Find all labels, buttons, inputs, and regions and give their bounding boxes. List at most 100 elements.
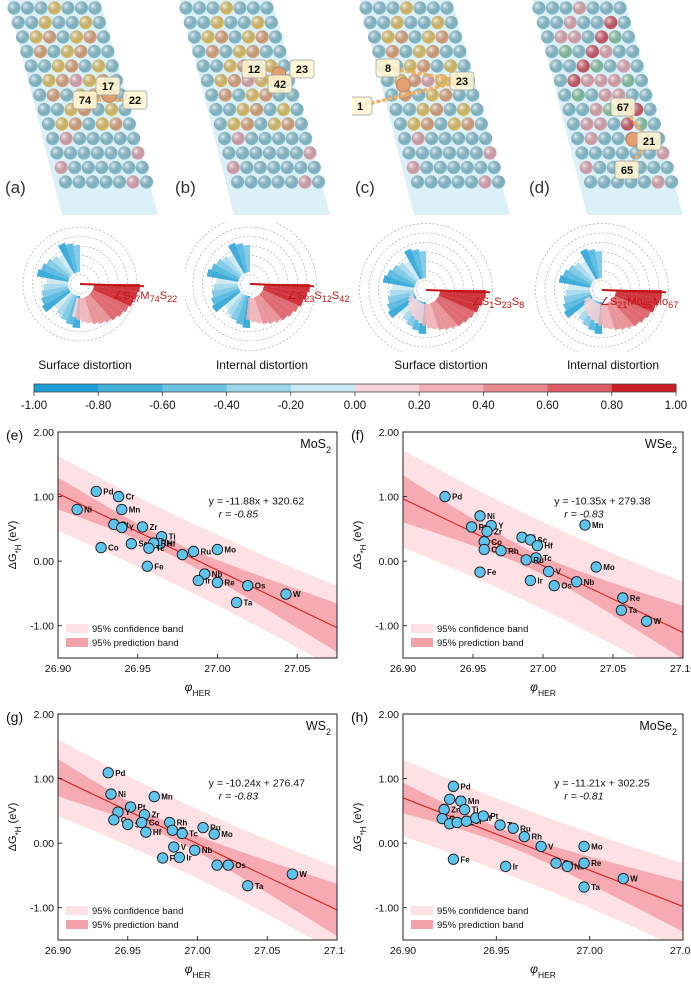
fit-line (403, 498, 683, 633)
negative-wedge (46, 258, 71, 278)
distortion-caption: Internal distortion (215, 358, 309, 372)
angle-label: ∠S17M74S22 (113, 290, 178, 305)
negative-wedge (222, 256, 243, 277)
data-point (102, 767, 114, 779)
angle-label: ∠S1S23S8 (472, 296, 525, 311)
legend-label: 95% prediction band (437, 920, 524, 931)
lattice-panel-c: 8 23 1 (c) (347, 0, 512, 215)
negative-wedge (226, 293, 244, 316)
colorbar-tick-label: 0.20 (408, 400, 430, 412)
point-label: V (548, 842, 554, 851)
colorbar-tick-label: -0.60 (149, 400, 175, 412)
atom-shade (363, 15, 377, 30)
atom-shade (61, 1, 75, 15)
atom-shade (140, 175, 154, 189)
atom-shade (430, 59, 444, 73)
negative-wedge (404, 260, 420, 281)
point-label: Pd (103, 487, 113, 496)
point-label: Ni (84, 505, 92, 514)
atom-shade (622, 30, 636, 44)
point-label: W (654, 617, 662, 626)
atom-shade (200, 73, 215, 88)
y-tick-label: -1.00 (30, 903, 54, 915)
point-label: Co (491, 538, 502, 547)
negative-wedge (65, 243, 78, 273)
distortion-panel-3: ∠S1S23S8 Surface distortion (358, 222, 524, 380)
data-point (140, 826, 152, 838)
data-point (95, 541, 107, 554)
x-tick-label: 27.05 (670, 945, 691, 957)
legend-swatch-confidence (66, 906, 88, 915)
atom-shade (244, 175, 258, 189)
atom-shade (233, 1, 247, 15)
positive-wedge (80, 297, 87, 322)
atom-shade (588, 146, 603, 160)
data-point (578, 857, 590, 869)
atom-shade (416, 102, 430, 117)
distortion-panel-2: ∠S23S12S42 Internal distortion (183, 217, 349, 380)
site-label: 23 (456, 76, 468, 88)
atom-shade (254, 117, 268, 131)
point-label: Rh (161, 539, 172, 548)
atom-shade (51, 102, 65, 117)
site-label-box (375, 58, 401, 78)
atom-shade (559, 1, 573, 15)
atom-shade (188, 30, 202, 44)
atom-shade (568, 30, 582, 44)
point-label: Pt (138, 803, 146, 812)
negative-wedge (382, 274, 415, 288)
point-label: W (630, 875, 638, 884)
negative-wedge (574, 262, 595, 283)
atom-shade (135, 160, 149, 175)
positive-wedge (584, 299, 594, 310)
data-point (520, 554, 532, 566)
data-point (211, 543, 224, 556)
atom-shade (620, 117, 634, 131)
correlation-r: r = -0.83 (564, 508, 604, 520)
atom-shade (580, 73, 595, 88)
y-axis-label: ΔG*H (eV) (352, 803, 368, 852)
point-label: Tc (189, 829, 198, 838)
data-point (166, 824, 179, 836)
legend-label: 95% prediction band (92, 920, 179, 931)
atom-shade (617, 59, 631, 73)
point-label: W (293, 590, 301, 599)
highlight-angle-line (425, 289, 490, 294)
atom-shade (235, 146, 250, 160)
atom-shade (273, 44, 287, 59)
atom-shade (245, 88, 259, 102)
compound-title: WS2 (306, 719, 331, 737)
y-axis-label: ΔG*H (eV) (7, 803, 23, 852)
positive-wedge (585, 301, 595, 314)
atom-shade (412, 88, 426, 102)
atom-shade (545, 1, 560, 15)
atom-shade (408, 30, 422, 44)
positive-wedge (439, 291, 484, 306)
colorbar-segment (290, 384, 356, 392)
atom-shade (580, 117, 594, 131)
atom-shade (435, 30, 449, 44)
distortion-caption: Surface distortion (394, 358, 488, 372)
distortion-panel-1: ∠S17M74S22 Surface distortion (10, 222, 177, 380)
data-point (542, 565, 555, 578)
x-tick-label: 27.00 (530, 663, 556, 675)
positive-wedge (411, 302, 421, 318)
angle-label: ∠S21Mo65Mo67 (600, 296, 679, 311)
atom-shade (430, 102, 444, 117)
atom-shade (439, 44, 453, 59)
atom-shade (566, 117, 580, 131)
site-label: 1 (357, 101, 363, 113)
point-label: Ta (591, 883, 600, 892)
point-label: Zr (149, 523, 157, 532)
atom-shade (532, 1, 546, 15)
atom-shade (429, 146, 443, 160)
point-label: Pd (460, 782, 470, 791)
negative-wedge (58, 254, 74, 275)
atom-shade (113, 175, 127, 189)
point-label: Mo (591, 842, 603, 851)
positive-wedge (257, 294, 282, 323)
atom-shade (92, 15, 106, 30)
legend-swatch-confidence (411, 906, 433, 915)
correlation-r: r = -0.81 (564, 790, 603, 802)
positive-wedge (587, 302, 597, 318)
